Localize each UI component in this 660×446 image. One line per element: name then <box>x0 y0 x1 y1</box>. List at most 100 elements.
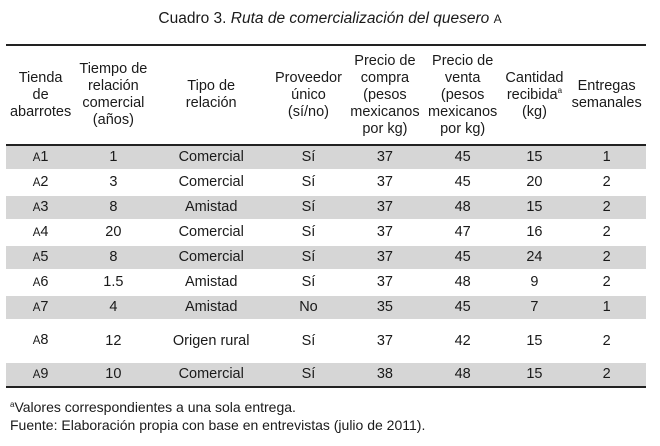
header-line: (sí/no) <box>287 103 330 120</box>
cell-sell-price: 45 <box>423 145 502 171</box>
header-line: (pesos <box>440 86 485 103</box>
cell-single-supplier: Sí <box>270 362 347 388</box>
header-line: recibida <box>506 86 558 103</box>
header-line: por kg) <box>362 120 408 137</box>
header-buy-price: Precio de compra (pesos mexicanos por kg) <box>346 44 424 146</box>
cell-store: A6 <box>6 270 76 296</box>
cell-deliveries: 2 <box>567 195 646 221</box>
cell-single-supplier: Sí <box>270 220 347 246</box>
cell-quantity: 16 <box>501 220 568 246</box>
header-line: Precio de <box>354 52 416 69</box>
cell-relation-type: Origen rural <box>151 320 271 363</box>
header-sell-price: Precio de venta (pesos mexicanos por kg) <box>423 44 502 146</box>
cell-store: A4 <box>6 220 76 246</box>
commercialization-table: Tienda de abarrotes Tiempo de relación comerc… <box>6 44 646 388</box>
table-row: A2 3 Comercial Sí 37 45 20 2 <box>6 170 646 196</box>
cell-years: 1.5 <box>75 270 152 296</box>
header-line: Tiempo de <box>79 61 148 77</box>
header-quantity: Cantidad recibidaa (kg) <box>501 44 568 146</box>
cell-deliveries: 1 <box>567 145 646 171</box>
cell-relation-type: Amistad <box>151 195 271 221</box>
table-row: A3 8 Amistad Sí 37 48 15 2 <box>6 195 646 221</box>
cell-single-supplier: Sí <box>270 245 347 271</box>
header-line: relación <box>87 78 139 94</box>
table-title: Cuadro 3. Ruta de comercialización del q… <box>0 9 660 29</box>
title-prefix: Cuadro 3. <box>158 10 227 27</box>
cell-relation-type: Comercial <box>151 220 271 246</box>
cell-years: 12 <box>75 320 152 363</box>
cell-years: 3 <box>75 170 152 196</box>
table-notes: aValores correspondientes a una sola ent… <box>10 398 425 434</box>
table-body: A1 1 Comercial Sí 37 45 15 1 A2 3 Comercial Sí 37 45 2… <box>6 145 646 388</box>
cell-relation-type: Comercial <box>151 145 271 171</box>
cell-sell-price: 48 <box>423 195 502 221</box>
cell-deliveries: 2 <box>567 170 646 196</box>
cell-deliveries: 2 <box>567 220 646 246</box>
header-line: por kg) <box>440 120 486 137</box>
header-store: Tienda de abarrotes <box>6 44 76 146</box>
header-line: único <box>291 86 326 103</box>
cell-single-supplier: Sí <box>270 320 347 363</box>
cell-buy-price: 37 <box>346 195 424 221</box>
footnote: aValores correspondientes a una sola ent… <box>10 399 296 415</box>
cell-store: A9 <box>6 362 76 388</box>
cell-sell-price: 42 <box>423 320 502 363</box>
cell-single-supplier: Sí <box>270 145 347 171</box>
cell-years: 8 <box>75 195 152 221</box>
cell-sell-price: 48 <box>423 362 502 388</box>
cell-quantity: 15 <box>501 195 568 221</box>
cell-buy-price: 37 <box>346 320 424 363</box>
cell-relation-type: Amistad <box>151 295 271 321</box>
cell-sell-price: 45 <box>423 245 502 271</box>
cell-years: 10 <box>75 362 152 388</box>
cell-buy-price: 38 <box>346 362 424 388</box>
header-type: Tipo de relación <box>151 44 271 146</box>
cell-quantity: 15 <box>501 145 568 171</box>
title-letter: A <box>493 12 502 26</box>
header-line: compra <box>360 69 410 86</box>
footnote-mark: a <box>10 400 15 409</box>
cell-sell-price: 45 <box>423 170 502 196</box>
cell-years: 4 <box>75 295 152 321</box>
cell-quantity: 15 <box>501 320 568 363</box>
header-line: Proveedor <box>275 69 342 86</box>
table-row: A4 20 Comercial Sí 37 47 16 2 <box>6 220 646 246</box>
cell-deliveries: 2 <box>567 320 646 363</box>
cell-quantity: 7 <box>501 295 568 321</box>
cell-store: A5 <box>6 245 76 271</box>
header-single-supplier: Proveedor único (sí/no) <box>270 44 347 146</box>
header-line: comercial <box>82 95 145 111</box>
header-line: (kg) <box>521 103 547 120</box>
cell-single-supplier: Sí <box>270 195 347 221</box>
cell-deliveries: 2 <box>567 270 646 296</box>
cell-relation-type: Amistad <box>151 270 271 296</box>
header-line: abarrotes <box>9 103 72 120</box>
cell-quantity: 20 <box>501 170 568 196</box>
table-row: A8 12 Origen rural Sí 37 42 15 2 <box>6 320 646 363</box>
cell-relation-type: Comercial <box>151 362 271 388</box>
header-line: (pesos <box>363 86 407 103</box>
cell-store: A8 <box>6 320 76 363</box>
cell-years: 1 <box>75 145 152 171</box>
cell-single-supplier: Sí <box>270 270 347 296</box>
header-line: mexicanos <box>428 103 498 120</box>
header-line: (años) <box>92 112 134 128</box>
cell-buy-price: 37 <box>346 220 424 246</box>
title-italic: Ruta de comercialización del quesero A <box>230 10 502 27</box>
header-line: relación <box>185 95 237 111</box>
cell-single-supplier: No <box>270 295 347 321</box>
header-line: venta <box>444 69 481 86</box>
cell-store: A2 <box>6 170 76 196</box>
cell-store: A7 <box>6 295 76 321</box>
cell-quantity: 24 <box>501 245 568 271</box>
cell-sell-price: 45 <box>423 295 502 321</box>
header-line: Entregas <box>577 78 636 94</box>
cell-quantity: 9 <box>501 270 568 296</box>
cell-buy-price: 35 <box>346 295 424 321</box>
cell-quantity: 15 <box>501 362 568 388</box>
header-line: de <box>32 86 49 103</box>
cell-buy-price: 37 <box>346 170 424 196</box>
footnote-mark: a <box>557 85 563 95</box>
header-row: Tienda de abarrotes Tiempo de relación comerc… <box>6 44 646 146</box>
